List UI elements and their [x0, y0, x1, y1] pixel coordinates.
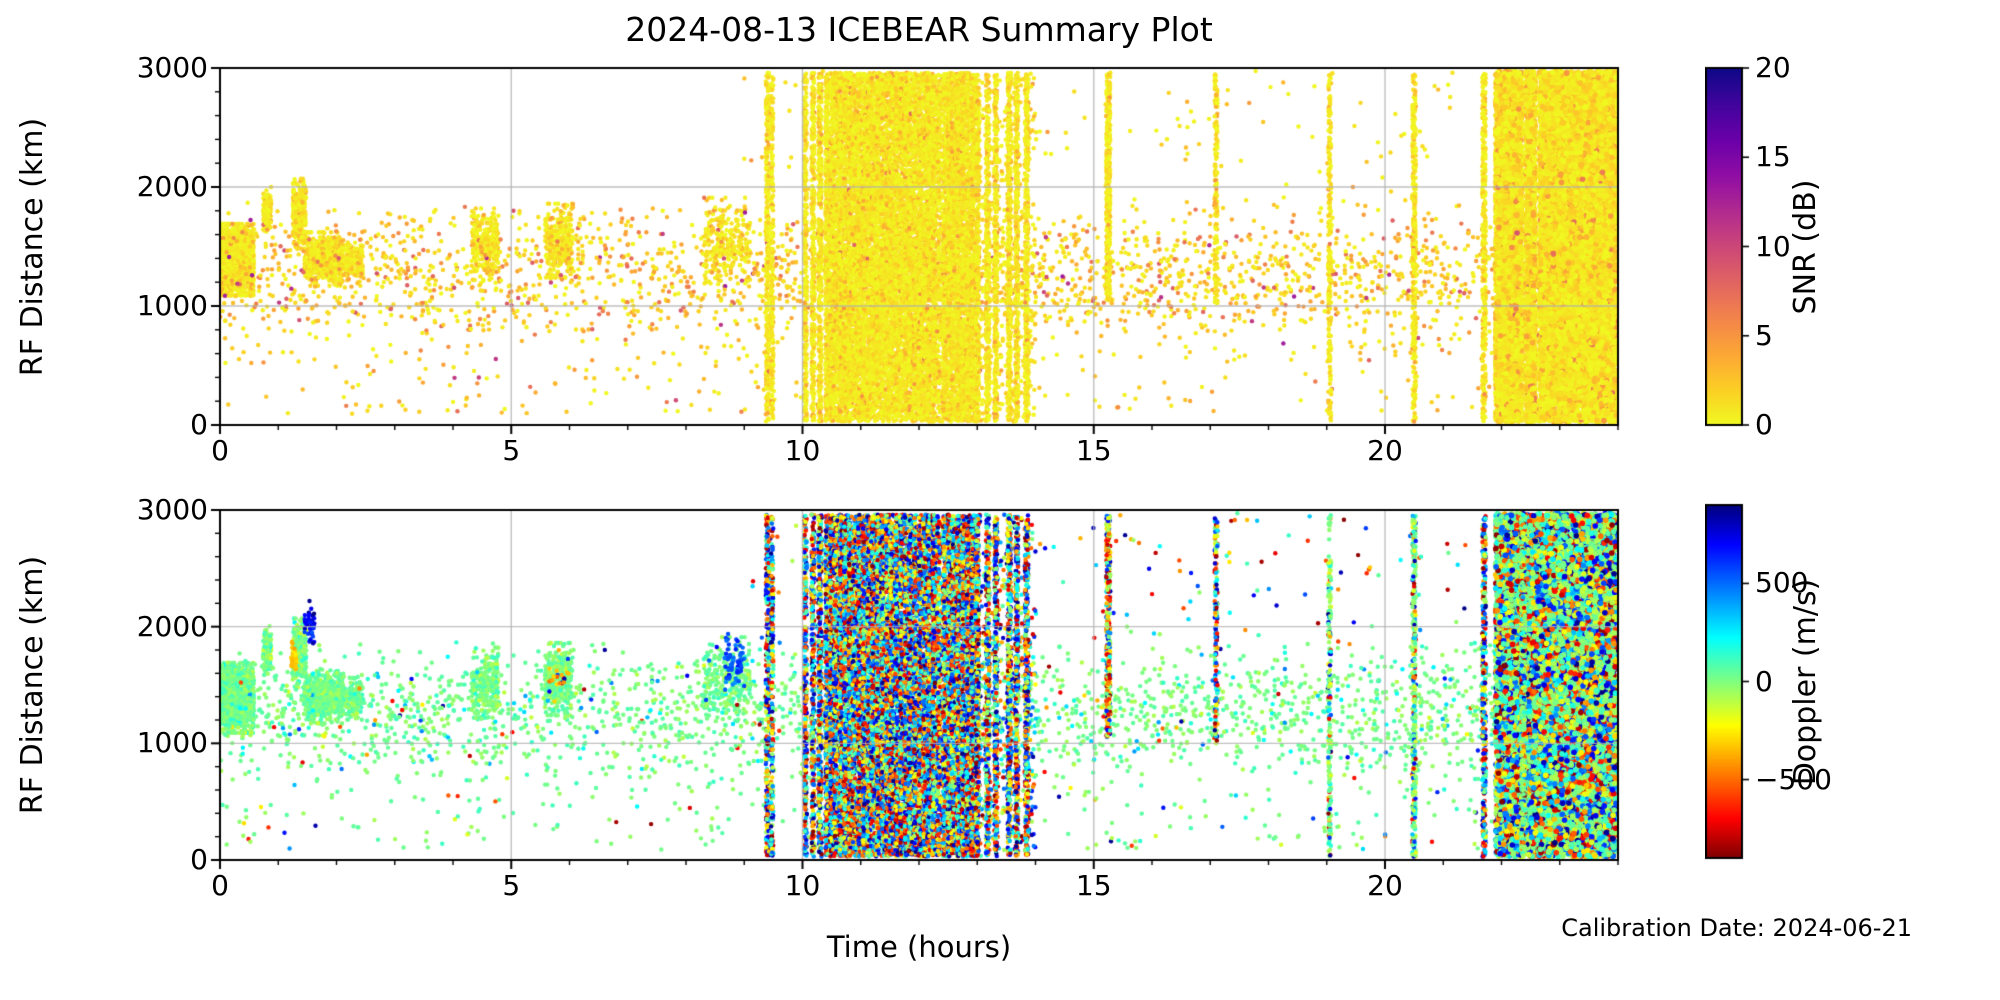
x-tick-label: 15	[1075, 869, 1112, 902]
x-tick-label: 10	[784, 869, 821, 902]
calibration-note: Calibration Date: 2024-06-21	[1561, 914, 1912, 942]
x-tick-label: 20	[1367, 869, 1403, 902]
colorbar-tick-label: 0	[1755, 664, 1773, 698]
snr-scatter-canvas	[204, 52, 1634, 441]
plot-title: 2024-08-13 ICEBEAR Summary Plot	[625, 10, 1213, 49]
doppler-colorbar	[1705, 503, 1755, 860]
colorbar-tick-label: 15	[1755, 140, 1791, 174]
colorbar-tick-label: 5	[1755, 318, 1773, 352]
colorbar-tick-label: −500	[1755, 762, 1832, 796]
x-tick-label: 5	[502, 434, 521, 467]
y-tick-label: 3000	[136, 51, 208, 84]
x-tick-label: 0	[211, 869, 229, 902]
colorbar-tick-label: 500	[1755, 566, 1809, 600]
y-tick-label: 1000	[136, 726, 208, 760]
snr-y-axis-label: RF Distance (km)	[15, 117, 50, 376]
x-tick-label: 15	[1075, 434, 1112, 467]
colorbar-tick-label: 0	[1755, 408, 1773, 441]
x-tick-label: 20	[1367, 434, 1403, 467]
y-tick-label: 0	[190, 843, 208, 876]
y-tick-label: 0	[190, 408, 208, 441]
x-tick-label: 0	[211, 434, 229, 467]
doppler-y-axis-label: RF Distance (km)	[15, 555, 50, 815]
colorbar-tick-label: 10	[1755, 229, 1791, 263]
y-tick-label: 2000	[136, 609, 208, 643]
y-tick-label: 3000	[136, 493, 208, 526]
snr-colorbar	[1705, 66, 1755, 427]
x-axis-label: Time (hours)	[826, 930, 1012, 964]
x-tick-label: 5	[502, 869, 521, 902]
doppler-scatter-canvas	[204, 494, 1634, 876]
colorbar-tick-label: 20	[1755, 51, 1791, 84]
y-tick-label: 2000	[136, 170, 208, 203]
y-tick-label: 1000	[136, 289, 208, 322]
x-tick-label: 10	[784, 434, 821, 467]
